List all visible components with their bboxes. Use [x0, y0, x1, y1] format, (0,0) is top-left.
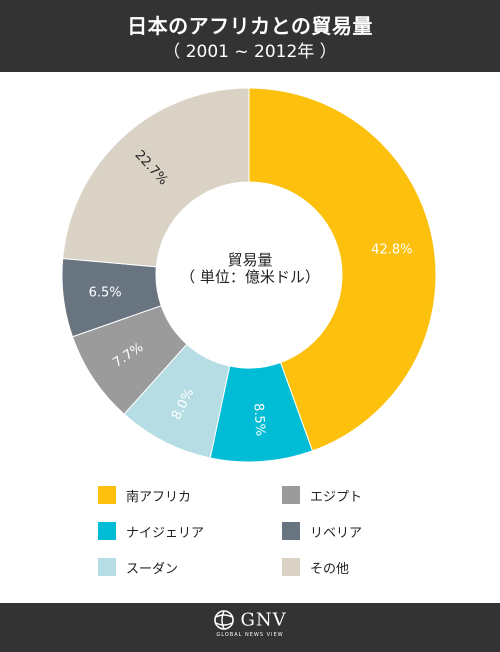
gnv-logo: GNV GLOBAL NEWS VIEW [0, 609, 500, 638]
legend-swatch [98, 558, 116, 576]
legend: 南アフリカナイジェリア スーダン エジプトリベリアその他 [0, 484, 500, 594]
legend-swatch [282, 522, 300, 540]
donut-slice-1 [248, 87, 437, 452]
logo-tagline: GLOBAL NEWS VIEW [216, 632, 284, 638]
legend-label: その他 [310, 561, 350, 577]
chart-title: 日本のアフリカとの貿易量 [127, 14, 373, 38]
center-title: 貿易量 [227, 251, 273, 269]
legend-item-3: スーダン [98, 556, 178, 578]
legend-item-2: ナイジェリア [98, 520, 204, 542]
slice-label-2: 8.5% [250, 403, 267, 437]
legend-label: 南アフリカ [126, 489, 192, 505]
legend-swatch [282, 558, 300, 576]
legend-label: ナイジェリア [126, 525, 205, 541]
logo-text: GNV [240, 609, 287, 631]
header: 日本のアフリカとの貿易量 （ 2001 ~ 2012年 ） [0, 0, 500, 72]
legend-item-1: 南アフリカ [98, 484, 191, 506]
donut-chart: 42.8%8.5%8.0%7.7%6.5%22.7% [61, 87, 437, 463]
legend-item-5: リベリア [282, 520, 362, 542]
legend-swatch [98, 486, 116, 504]
center-unit: （ 単位：億米ドル） [180, 268, 320, 286]
donut-slice-6 [62, 87, 250, 268]
slice-label-5: 6.5% [89, 285, 122, 300]
legend-item-4: エジプト [282, 484, 362, 506]
slice-label-1: 42.8% [371, 243, 412, 258]
legend-swatch [282, 486, 300, 504]
legend-label: スーダン [126, 561, 179, 577]
chart-area: 42.8% 8.5% 8.0% 7.7% 6.5% 22.7% [0, 72, 500, 512]
footer: GNV GLOBAL NEWS VIEW [0, 603, 500, 652]
legend-label: エジプト [310, 489, 363, 505]
globe-icon [214, 610, 235, 630]
legend-label: リベリア [310, 525, 363, 541]
legend-item-6: その他 [282, 556, 349, 578]
legend-swatch [98, 522, 116, 540]
chart-subtitle: （ 2001 ~ 2012年 ） [163, 42, 337, 62]
